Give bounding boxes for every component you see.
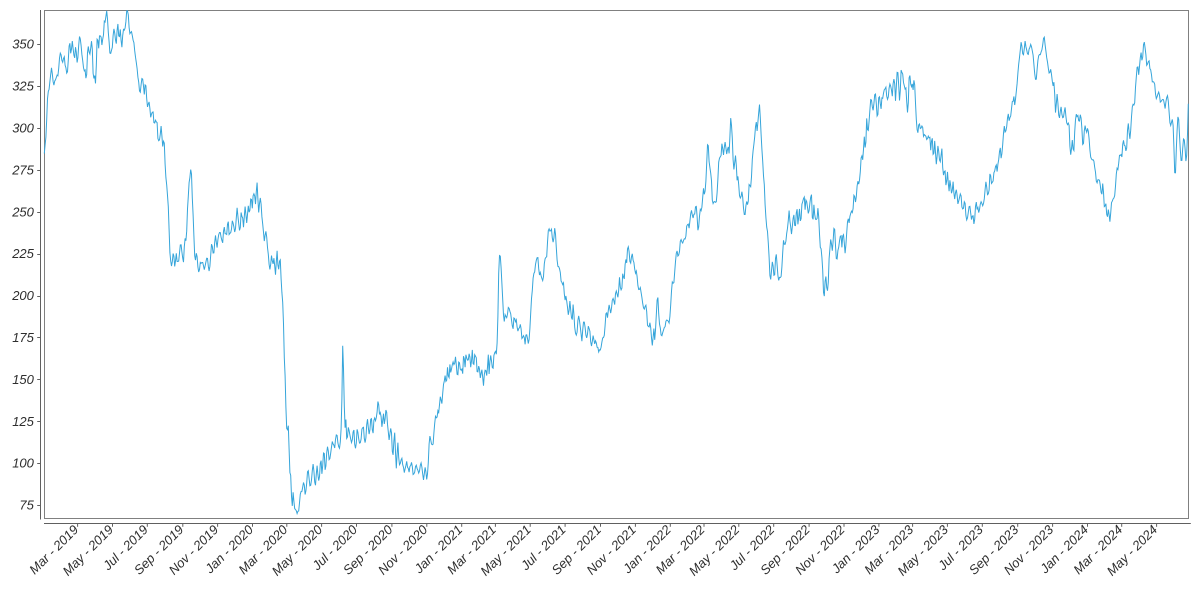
svg-text:350: 350 bbox=[12, 37, 34, 52]
svg-text:325: 325 bbox=[12, 79, 34, 94]
svg-text:200: 200 bbox=[11, 288, 34, 303]
svg-text:225: 225 bbox=[11, 246, 34, 261]
svg-text:75: 75 bbox=[19, 498, 34, 513]
svg-text:100: 100 bbox=[12, 456, 34, 471]
svg-text:275: 275 bbox=[11, 162, 34, 177]
svg-text:150: 150 bbox=[12, 372, 34, 387]
svg-text:125: 125 bbox=[12, 414, 34, 429]
svg-text:175: 175 bbox=[12, 330, 34, 345]
svg-text:300: 300 bbox=[12, 121, 34, 136]
svg-text:250: 250 bbox=[11, 204, 34, 219]
